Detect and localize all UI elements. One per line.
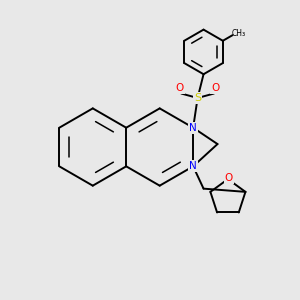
Text: CH₃: CH₃	[232, 29, 246, 38]
Text: N: N	[189, 123, 197, 133]
Text: O: O	[176, 82, 184, 93]
Text: O: O	[225, 173, 233, 183]
Text: N: N	[189, 161, 197, 171]
Text: S: S	[194, 93, 201, 103]
Text: O: O	[211, 82, 220, 93]
